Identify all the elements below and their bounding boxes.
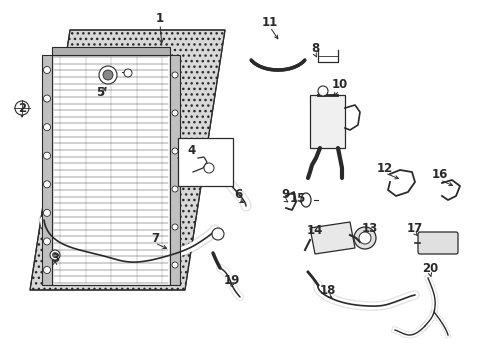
Circle shape — [358, 232, 370, 244]
Circle shape — [172, 110, 178, 116]
Text: 13: 13 — [361, 221, 377, 234]
Polygon shape — [52, 47, 170, 55]
Polygon shape — [309, 222, 354, 254]
Circle shape — [172, 224, 178, 230]
Circle shape — [99, 66, 117, 84]
Circle shape — [172, 148, 178, 154]
FancyBboxPatch shape — [178, 138, 232, 186]
Circle shape — [103, 70, 113, 80]
Circle shape — [43, 152, 50, 159]
Text: 1: 1 — [156, 12, 164, 24]
Circle shape — [43, 238, 50, 245]
FancyBboxPatch shape — [417, 232, 457, 254]
Text: 2: 2 — [18, 102, 26, 114]
Circle shape — [43, 266, 50, 274]
Circle shape — [172, 186, 178, 192]
Circle shape — [50, 250, 60, 260]
Text: 5: 5 — [96, 85, 104, 99]
Polygon shape — [30, 30, 224, 290]
Circle shape — [124, 69, 132, 77]
Text: 18: 18 — [319, 284, 336, 297]
Text: 8: 8 — [310, 41, 319, 54]
Text: 12: 12 — [376, 162, 392, 175]
Ellipse shape — [301, 193, 310, 207]
Text: 14: 14 — [306, 224, 323, 237]
Circle shape — [15, 101, 29, 115]
Circle shape — [203, 163, 214, 173]
Text: 19: 19 — [224, 274, 240, 287]
Text: 10: 10 — [331, 78, 347, 91]
Text: 16: 16 — [431, 168, 447, 181]
Text: 3: 3 — [51, 252, 59, 265]
Circle shape — [172, 72, 178, 78]
Circle shape — [43, 95, 50, 102]
Circle shape — [43, 210, 50, 216]
Circle shape — [52, 252, 58, 257]
Circle shape — [172, 262, 178, 268]
Text: 11: 11 — [262, 15, 278, 28]
Polygon shape — [170, 55, 180, 285]
Polygon shape — [52, 55, 170, 285]
Polygon shape — [42, 55, 52, 285]
Text: 15: 15 — [289, 192, 305, 204]
Circle shape — [353, 227, 375, 249]
Text: 20: 20 — [421, 261, 437, 274]
Text: 6: 6 — [233, 189, 242, 202]
Text: 17: 17 — [406, 221, 422, 234]
Text: 9: 9 — [280, 189, 288, 202]
Circle shape — [212, 228, 224, 240]
Circle shape — [317, 86, 327, 96]
Polygon shape — [309, 95, 345, 148]
Circle shape — [43, 123, 50, 131]
Circle shape — [43, 181, 50, 188]
Text: 7: 7 — [151, 231, 159, 244]
Text: 4: 4 — [187, 144, 196, 157]
Circle shape — [43, 67, 50, 73]
